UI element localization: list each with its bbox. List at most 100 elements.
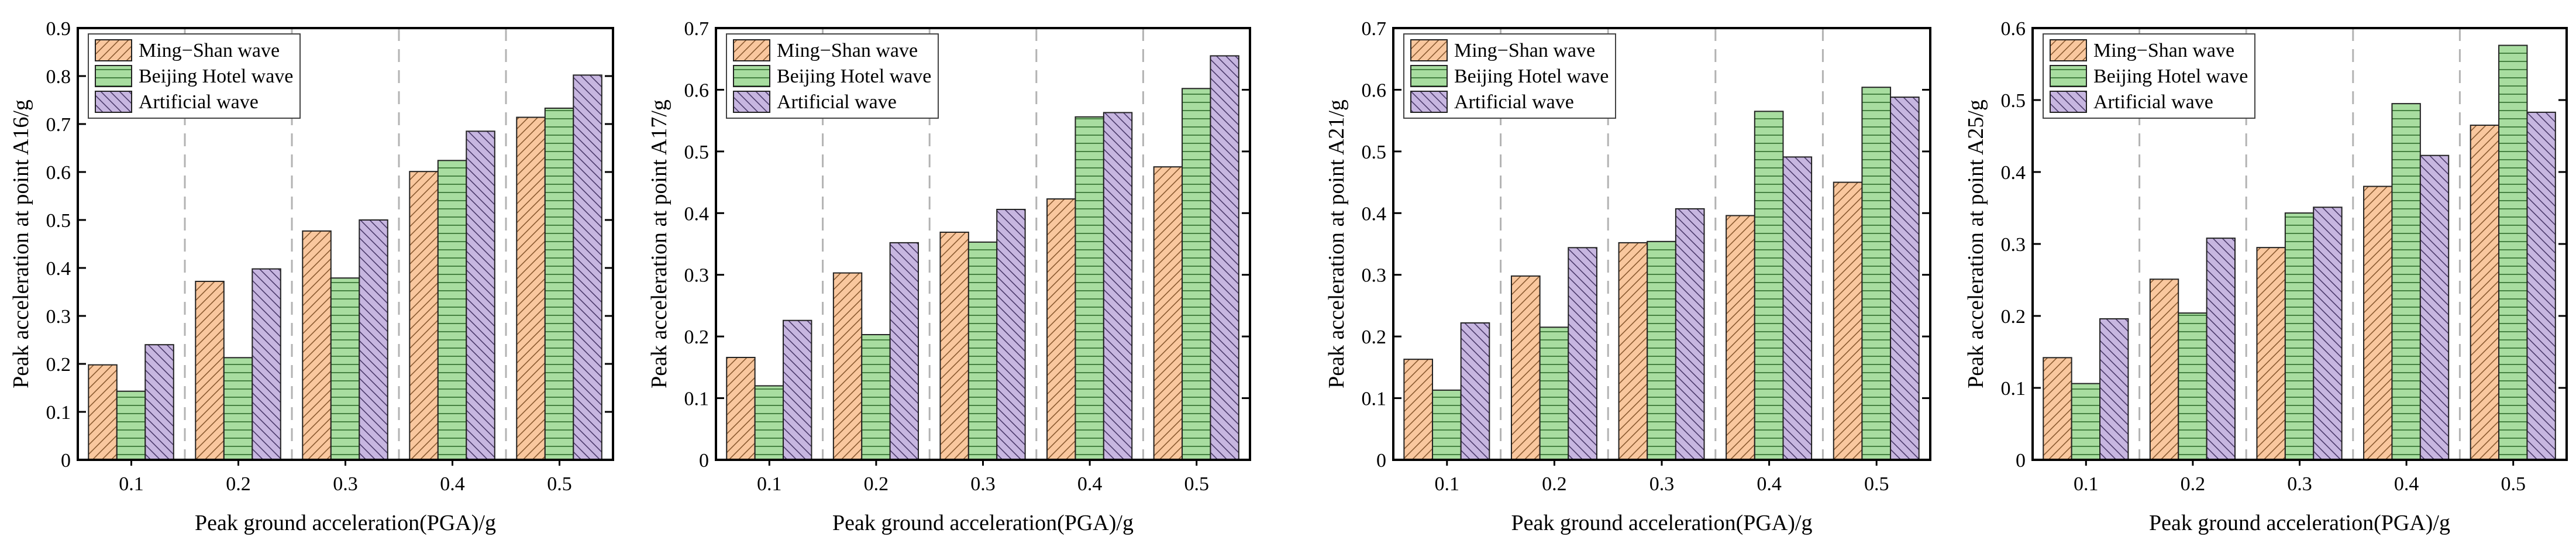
y-tick-label: 0.7 [684, 18, 710, 40]
x-tick-label: 0.1 [2074, 473, 2099, 495]
legend-label-ming-shan: Ming−Shan wave [1454, 40, 1595, 61]
bar-artificial-0.1 [783, 319, 812, 461]
y-tick-label: 0 [1376, 450, 1386, 472]
y-tick-label: 0.7 [46, 114, 71, 136]
legend-label-artificial: Artificial wave [139, 91, 259, 113]
y-tick-label: 0.5 [2001, 90, 2026, 112]
legend-label-artificial: Artificial wave [2093, 91, 2213, 113]
legend-swatch-ming-shan [95, 39, 132, 61]
bar-beijing-hotel-0.2 [861, 333, 891, 460]
bar-artificial-0.4 [466, 130, 495, 461]
x-tick-label: 0.3 [2287, 473, 2312, 495]
legend-swatch-ming-shan [2050, 39, 2087, 61]
bar-beijing-hotel-0.1 [1432, 389, 1462, 461]
y-tick-label: 0.4 [2001, 162, 2026, 184]
x-tick-label: 0.3 [1649, 473, 1675, 495]
bar-beijing-hotel-0.2 [1539, 326, 1569, 460]
x-axis-label: Peak ground acceleration(PGA)/g [195, 511, 496, 535]
bar-artificial-0.2 [889, 242, 919, 460]
bar-artificial-0.5 [2526, 111, 2556, 461]
bar-artificial-0.4 [2419, 154, 2450, 460]
y-tick-label: 0.3 [684, 265, 710, 287]
y-tick-label: 0.9 [46, 18, 71, 40]
y-tick-label: 0.2 [46, 354, 71, 376]
x-tick-label: 0.3 [333, 473, 358, 495]
bar-beijing-hotel-0.1 [2071, 383, 2101, 460]
legend-swatch-beijing-hotel [2050, 65, 2087, 87]
y-tick-label: 0.2 [2001, 306, 2026, 328]
x-tick-label: 0.4 [1757, 473, 1782, 495]
bar-artificial-0.2 [2206, 238, 2236, 460]
legend-label-beijing-hotel: Beijing Hotel wave [139, 66, 293, 87]
bar-artificial-0.4 [1782, 156, 1813, 460]
y-tick-label: 0 [61, 450, 71, 472]
bar-beijing-hotel-0.4 [1075, 116, 1104, 460]
x-tick-label: 0.1 [119, 473, 144, 495]
y-tick-label: 0.3 [46, 306, 71, 328]
y-tick-label: 0.2 [684, 326, 710, 348]
y-tick-label: 0.1 [46, 402, 71, 424]
bar-beijing-hotel-0.4 [1754, 111, 1784, 461]
bar-beijing-hotel-0.1 [754, 385, 784, 460]
x-tick-label: 0.2 [2181, 473, 2206, 495]
bar-beijing-hotel-0.3 [330, 277, 360, 460]
bar-ming-shan-0.3 [1618, 242, 1648, 460]
bar-artificial-0.1 [144, 344, 174, 461]
legend-label-artificial: Artificial wave [777, 91, 897, 113]
bar-ming-shan-0.1 [88, 364, 118, 461]
bar-ming-shan-0.1 [726, 356, 756, 461]
y-axis-label: Peak acceleration at point A25/g [1964, 99, 1988, 388]
bar-ming-shan-0.5 [516, 116, 546, 460]
bar-beijing-hotel-0.4 [2391, 103, 2421, 460]
chart-panel-4: 0 0.1 0.2 0.3 0.4 0.5 0.6 0.1 0.2 0.3 0.4 0.5 Peak g… [1964, 18, 2568, 535]
legend-label-artificial: Artificial wave [1454, 91, 1574, 113]
bar-beijing-hotel-0.2 [223, 357, 253, 461]
legend-swatch-beijing-hotel [733, 65, 770, 87]
y-tick-label: 0.5 [46, 210, 71, 232]
legend-swatch-artificial [2050, 91, 2087, 113]
legend: Ming−Shan wave Beijing Hotel wave Artifici… [2043, 33, 2255, 119]
bar-ming-shan-0.4 [2363, 185, 2393, 460]
bar-artificial-0.4 [1103, 112, 1133, 461]
x-tick-label: 0.1 [1435, 473, 1460, 495]
bar-beijing-hotel-0.3 [2284, 212, 2315, 460]
x-tick-label: 0.5 [547, 473, 572, 495]
x-tick-label: 0.2 [226, 473, 251, 495]
y-tick-label: 0.1 [1362, 388, 1387, 410]
bar-ming-shan-0.2 [832, 272, 863, 460]
y-tick-label: 0.6 [2001, 18, 2026, 40]
bar-ming-shan-0.2 [1510, 275, 1541, 460]
bar-ming-shan-0.5 [1153, 166, 1183, 460]
bar-ming-shan-0.1 [1403, 359, 1434, 460]
x-tick-label: 0.5 [1864, 473, 1889, 495]
bar-ming-shan-0.4 [1046, 198, 1076, 460]
y-axis-label: Peak acceleration at point A17/g [647, 99, 671, 388]
y-tick-label: 0.8 [46, 66, 71, 88]
bar-ming-shan-0.3 [939, 231, 969, 460]
bar-ming-shan-0.1 [2043, 357, 2072, 461]
x-tick-label: 0.5 [2501, 473, 2526, 495]
bar-artificial-0.3 [359, 219, 388, 460]
y-tick-label: 0.3 [1362, 265, 1387, 287]
bar-artificial-0.3 [1675, 208, 1705, 460]
y-tick-label: 0.1 [2001, 378, 2026, 400]
bar-ming-shan-0.5 [2470, 125, 2500, 461]
x-axis-label: Peak ground acceleration(PGA)/g [832, 511, 1134, 535]
y-tick-label: 0 [699, 450, 709, 472]
bar-artificial-0.5 [1210, 55, 1239, 460]
bar-artificial-0.3 [2313, 207, 2343, 460]
y-tick-label: 0.4 [46, 258, 71, 280]
x-tick-label: 0.4 [440, 473, 465, 495]
legend: Ming−Shan wave Beijing Hotel wave Artifici… [88, 33, 301, 119]
legend-label-ming-shan: Ming−Shan wave [777, 40, 918, 61]
bar-ming-shan-0.2 [2149, 278, 2179, 460]
bar-beijing-hotel-0.2 [2178, 312, 2207, 461]
legend-swatch-beijing-hotel [1410, 65, 1448, 87]
legend-swatch-artificial [1410, 91, 1448, 113]
y-tick-label: 0.7 [1362, 18, 1387, 40]
bar-artificial-0.2 [252, 268, 281, 460]
y-tick-label: 0.3 [2001, 234, 2026, 256]
legend: Ming−Shan wave Beijing Hotel wave Artifici… [726, 33, 939, 119]
bar-beijing-hotel-0.4 [437, 160, 467, 460]
